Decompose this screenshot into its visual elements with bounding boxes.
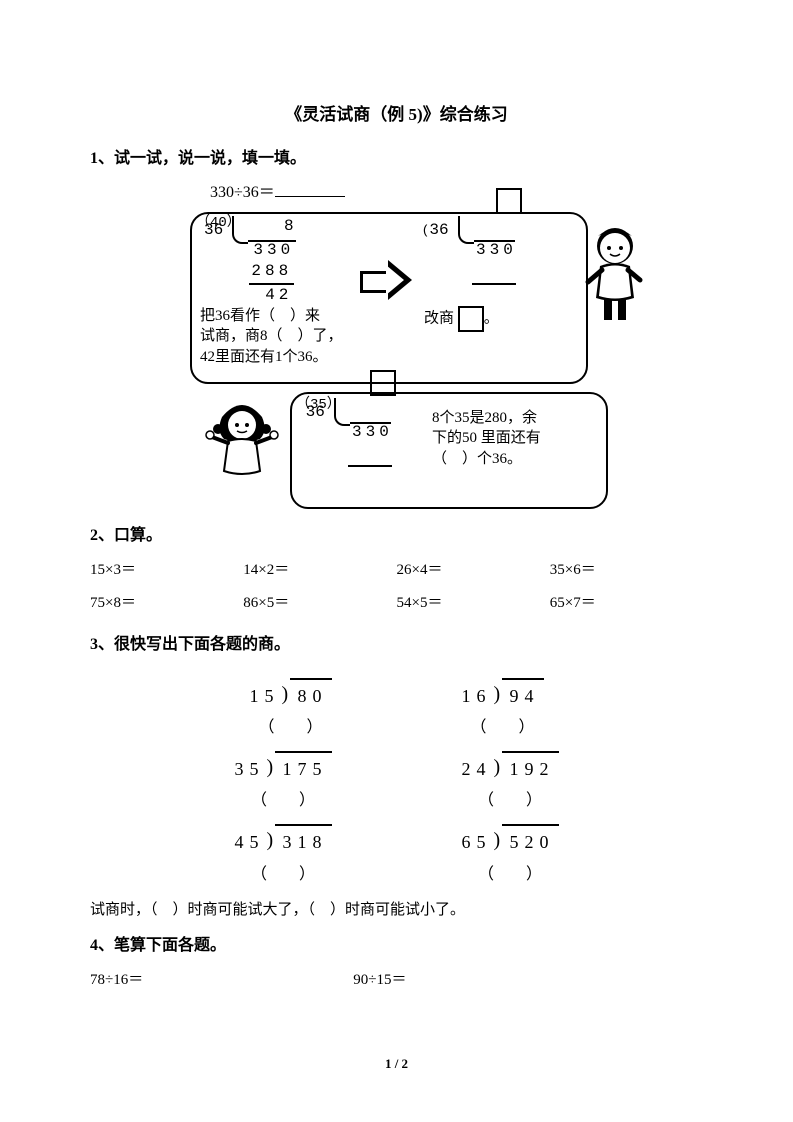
- q3-head: 3、很快写出下面各题的商。: [90, 631, 703, 660]
- ld-item: 16)94 （ ）: [462, 678, 544, 743]
- q4-item: 78÷16＝: [90, 967, 143, 994]
- b1-text-l1: 把36看作（ ）来: [200, 306, 343, 326]
- ld-item: 15)80 （ ）: [250, 678, 332, 743]
- b1-change-label: 改商: [424, 311, 454, 327]
- q1-diagram: （40） 8 36 330 288 42 (3: [190, 212, 630, 512]
- b2-text-l2: 下的50 里面还有: [432, 428, 541, 448]
- q2-item: 75×8＝: [90, 590, 243, 617]
- arrow-icon: [360, 262, 416, 296]
- bubble-2: （35） 36 330 8个35是280，余 下的50 里面还有 （ ）个36。: [290, 392, 608, 509]
- b2-quot-box: [370, 370, 396, 396]
- b2-text-l1: 8个35是280，余: [432, 408, 541, 428]
- page-footer: 1 / 2: [0, 1056, 793, 1072]
- b1-dot: 。: [484, 311, 499, 327]
- q2-item: 65×7＝: [550, 590, 703, 617]
- q3-note: 试商时，（ ）时商可能试大了，（ ）时商可能试小了。: [90, 897, 703, 924]
- b1-divisor: 36: [204, 220, 223, 242]
- q2-grid: 15×3＝ 14×2＝ 26×4＝ 35×6＝ 75×8＝ 86×5＝ 54×5…: [90, 557, 703, 617]
- b2-dividend: 330: [348, 422, 393, 444]
- q3-problems: 15)80 （ ） 16)94 （ ） 35)175 （ ） 24)192 （ …: [90, 678, 703, 890]
- b1-text-l3: 42里面还有1个36。: [200, 347, 343, 367]
- b1-change-box: [458, 306, 484, 332]
- ld-item: 35)175 （ ）: [235, 751, 332, 816]
- q2-item: 15×3＝: [90, 557, 243, 584]
- q1-equation: 330÷36＝: [210, 184, 275, 201]
- b1-right-quot-box: [496, 188, 522, 214]
- q1-equation-line: 330÷36＝: [210, 179, 703, 208]
- q2-head: 2、口算。: [90, 522, 703, 551]
- girl-icon: [202, 397, 282, 497]
- b1-right-dividend: 330: [472, 240, 517, 262]
- bubble-1: （40） 8 36 330 288 42 (3: [190, 212, 588, 384]
- b1-text-l2: 试商，商8（ ）了，: [200, 326, 343, 346]
- ld-item: 45)318 （ ）: [235, 824, 332, 889]
- b1-rem: 42: [248, 285, 296, 307]
- ld-item: 24)192 （ ）: [462, 751, 559, 816]
- ld-item: 65)520 （ ）: [462, 824, 559, 889]
- b2-divisor: 36: [306, 402, 325, 424]
- b1-quotient: 8: [248, 216, 296, 242]
- boy-icon: [580, 220, 650, 330]
- q2-item: 26×4＝: [397, 557, 550, 584]
- q1-blank: [275, 182, 345, 197]
- b1-right-divisor: 36: [429, 221, 448, 239]
- q4-item: 90÷15＝: [353, 967, 406, 994]
- q1-head: 1、试一试，说一说，填一填。: [90, 145, 703, 174]
- page-title: 《灵活试商（例 5)》综合练习: [90, 100, 703, 131]
- q4-row: 78÷16＝ 90÷15＝: [90, 967, 703, 994]
- b2-text-l3: （ ）个36。: [432, 449, 541, 469]
- b1-sub: 288: [249, 261, 294, 285]
- q2-item: 14×2＝: [243, 557, 396, 584]
- q2-item: 54×5＝: [397, 590, 550, 617]
- b1-dividend: 330: [248, 240, 296, 262]
- q2-item: 86×5＝: [243, 590, 396, 617]
- q2-item: 35×6＝: [550, 557, 703, 584]
- q4-head: 4、笔算下面各题。: [90, 932, 703, 961]
